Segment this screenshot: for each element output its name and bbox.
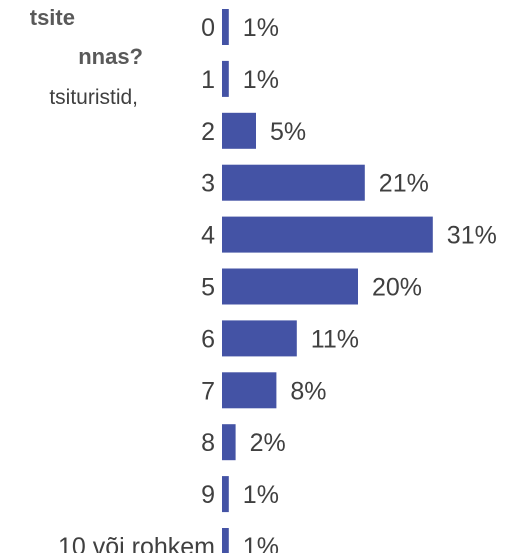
category-label-6: 6 <box>201 325 215 353</box>
question-line-1: tsite <box>29 5 75 30</box>
value-label-5: 20% <box>372 274 422 302</box>
bar-8 <box>222 424 236 461</box>
value-label-7: 8% <box>290 377 326 405</box>
bar-1 <box>222 60 229 97</box>
question-line-3: tsituristid, <box>49 86 138 109</box>
category-label-7: 7 <box>201 377 215 405</box>
bar-2 <box>222 112 256 149</box>
value-label-10: 1% <box>243 533 279 553</box>
value-label-3: 21% <box>379 170 429 198</box>
question-line-2: nnas? <box>78 44 143 69</box>
value-label-4: 31% <box>447 222 497 250</box>
category-label-3: 3 <box>201 170 215 198</box>
bar-10 <box>222 528 229 553</box>
category-label-4: 4 <box>201 222 215 250</box>
value-label-0: 1% <box>243 14 279 42</box>
category-label-2: 2 <box>201 118 215 146</box>
category-label-8: 8 <box>201 429 215 457</box>
bar-3 <box>222 164 365 201</box>
value-label-9: 1% <box>243 481 279 509</box>
category-label-10: 10 või rohkem <box>58 533 215 553</box>
bar-4 <box>222 216 433 253</box>
value-label-2: 5% <box>270 118 306 146</box>
bar-7 <box>222 372 277 409</box>
value-label-1: 1% <box>243 66 279 94</box>
category-label-1: 1 <box>201 66 215 94</box>
bar-5 <box>222 268 358 305</box>
value-label-6: 11% <box>311 325 359 353</box>
value-label-8: 2% <box>250 429 286 457</box>
category-label-0: 0 <box>201 14 215 42</box>
bar-0 <box>222 9 229 45</box>
category-label-9: 9 <box>201 481 215 509</box>
question-text: tsite nnas? tsituristid, <box>0 0 160 130</box>
bar-6 <box>222 320 297 357</box>
bar-9 <box>222 476 229 513</box>
category-label-5: 5 <box>201 274 215 302</box>
